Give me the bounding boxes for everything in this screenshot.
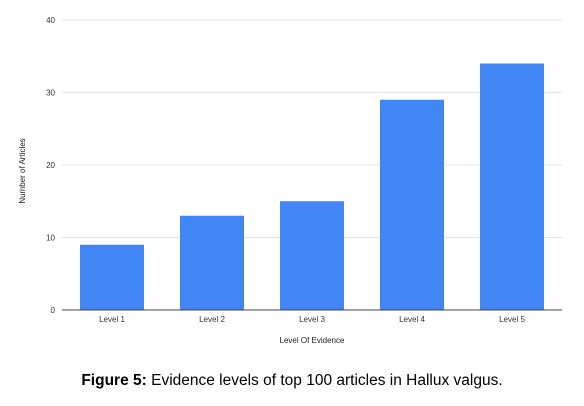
x-axis-label: Level Of Evidence <box>280 336 345 345</box>
bar-level-5 <box>480 63 544 310</box>
bar-level-2 <box>180 215 244 310</box>
figure-caption: Figure 5: Evidence levels of top 100 art… <box>0 372 584 390</box>
x-tick-label: Level 4 <box>399 315 425 324</box>
y-tick-label: 10 <box>46 234 55 243</box>
y-axis-label: Number of Articles <box>18 138 27 203</box>
bars <box>80 63 544 310</box>
bar-level-1 <box>80 244 144 310</box>
y-tick-labels: 0 10 20 30 40 <box>46 16 55 315</box>
figure-caption-text: Evidence levels of top 100 articles in H… <box>151 372 503 389</box>
x-tick-labels: Level 1 Level 2 Level 3 Level 4 Level 5 <box>99 315 525 324</box>
y-tick-label: 20 <box>46 161 55 170</box>
x-tick-label: Level 1 <box>99 315 125 324</box>
y-tick-label: 0 <box>51 306 56 315</box>
figure-caption-label: Figure 5: <box>81 372 147 389</box>
bar-level-4 <box>380 99 444 310</box>
x-tick-label: Level 5 <box>499 315 525 324</box>
x-tick-label: Level 2 <box>199 315 225 324</box>
y-tick-label: 40 <box>46 16 55 25</box>
bar-level-3 <box>280 201 344 310</box>
x-tick-label: Level 3 <box>299 315 325 324</box>
y-tick-label: 30 <box>46 89 55 98</box>
